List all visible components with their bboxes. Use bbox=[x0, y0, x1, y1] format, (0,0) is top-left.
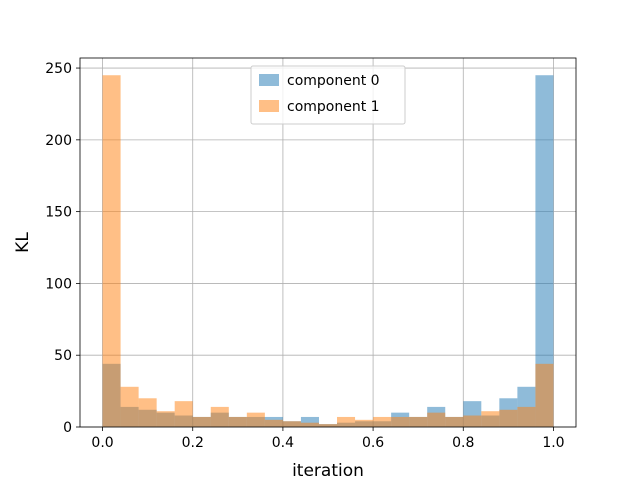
legend: component 0 component 1 bbox=[250, 65, 406, 125]
bar-series-1 bbox=[445, 416, 464, 427]
bar-series-1 bbox=[264, 419, 283, 427]
bar-series-1 bbox=[138, 398, 157, 427]
y-axis-label: KL bbox=[13, 232, 33, 253]
bar-series-1 bbox=[373, 416, 392, 427]
bar-series-1 bbox=[102, 75, 121, 428]
bar-series-1 bbox=[246, 412, 265, 427]
bar-series-1 bbox=[192, 416, 211, 427]
bar-series-1 bbox=[499, 409, 518, 427]
legend-box bbox=[250, 65, 406, 125]
bar-series-1 bbox=[300, 422, 319, 427]
x-tick-label: 0.4 bbox=[272, 435, 294, 451]
bar-series-1 bbox=[337, 416, 356, 427]
bar-series-1 bbox=[427, 412, 446, 427]
bar-series-1 bbox=[210, 406, 229, 427]
x-tick-label: 0.8 bbox=[452, 435, 474, 451]
y-tick-label: 100 bbox=[45, 276, 72, 292]
y-tick-label: 0 bbox=[63, 420, 72, 436]
bar-series-1 bbox=[391, 416, 410, 427]
bar-series-1 bbox=[318, 424, 338, 427]
bar-series-1 bbox=[409, 416, 428, 427]
bar-series-1 bbox=[156, 411, 175, 427]
legend-label: component 0 bbox=[287, 73, 380, 89]
bar-series-0 bbox=[300, 416, 319, 427]
plot-frame bbox=[79, 57, 577, 428]
bar-series-1 bbox=[120, 386, 139, 427]
y-tick-label: 250 bbox=[45, 61, 72, 77]
axis-ticks: 0.0 0.2 0.4 0.6 0.8 1.0 0 50 100 150 200 250 bbox=[45, 61, 564, 451]
x-tick-label: 0.0 bbox=[91, 435, 113, 451]
bar-series-1 bbox=[535, 363, 554, 427]
y-tick-label: 50 bbox=[54, 348, 72, 364]
bar-series-1 bbox=[481, 411, 500, 427]
bar-series-1 bbox=[355, 419, 374, 427]
x-tick-label: 1.0 bbox=[542, 435, 564, 451]
bar-series-0 bbox=[535, 75, 554, 428]
legend-swatch bbox=[259, 100, 279, 112]
x-axis-label: iteration bbox=[292, 461, 364, 480]
bars bbox=[102, 75, 554, 428]
bar-series-1 bbox=[228, 416, 247, 427]
bar-series-1 bbox=[174, 401, 193, 427]
bar-series-1 bbox=[517, 406, 536, 427]
x-tick-label: 0.6 bbox=[362, 435, 384, 451]
bar-series-1 bbox=[463, 415, 482, 427]
x-tick-label: 0.2 bbox=[182, 435, 204, 451]
y-tick-label: 200 bbox=[45, 133, 72, 149]
legend-swatch bbox=[259, 74, 279, 86]
bar-series-1 bbox=[282, 421, 301, 427]
y-tick-label: 150 bbox=[45, 205, 72, 221]
legend-label: component 1 bbox=[287, 99, 380, 115]
